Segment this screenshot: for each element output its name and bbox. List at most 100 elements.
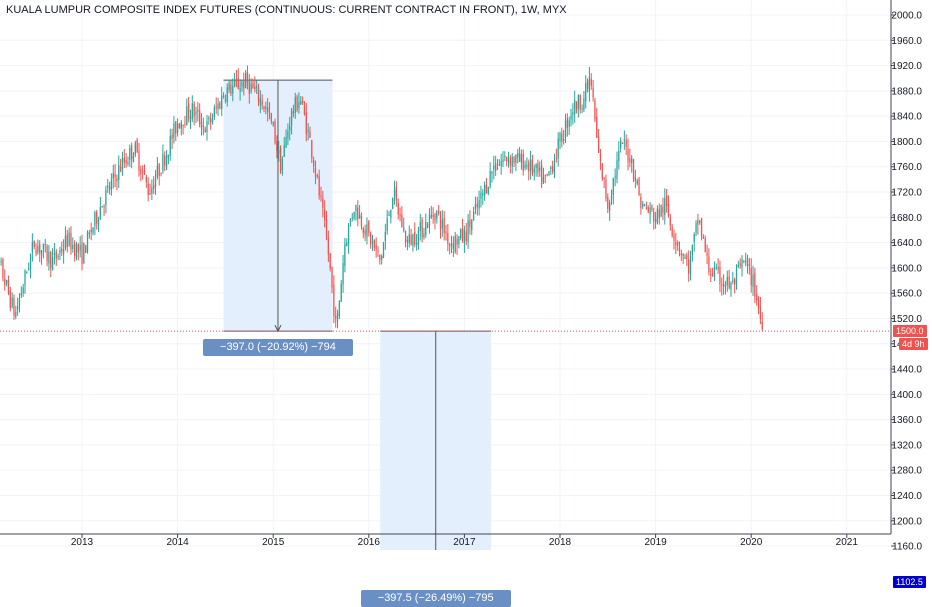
candle-body <box>132 156 135 163</box>
candle-body <box>719 266 721 284</box>
candle-body <box>210 118 212 123</box>
candle-body <box>404 230 407 243</box>
candle-body <box>745 260 747 262</box>
candle-body <box>15 311 17 317</box>
candle-body <box>614 176 616 178</box>
candle-body <box>417 230 420 245</box>
candle-body <box>241 82 243 87</box>
candle-body <box>154 178 157 187</box>
candle-body <box>208 117 210 120</box>
candle-body <box>579 94 581 110</box>
candle-body <box>688 259 690 274</box>
candle-body <box>620 140 622 149</box>
candle-body <box>357 207 359 220</box>
candle-body <box>340 283 342 302</box>
candle-body <box>447 232 449 244</box>
x-tick-label: 2013 <box>71 537 94 548</box>
candle-body <box>232 86 234 94</box>
candle-body <box>590 79 592 86</box>
candle-body <box>24 270 26 286</box>
candle-body <box>498 164 500 166</box>
candle-body <box>224 99 227 101</box>
y-tick-label: 1960.0 <box>891 36 922 47</box>
candle-body <box>278 149 280 154</box>
candle-body <box>535 163 537 169</box>
candle-body <box>197 109 199 112</box>
x-tick-label: 2020 <box>740 537 763 548</box>
measure-arrow-head <box>274 324 282 333</box>
candle-body <box>81 242 83 265</box>
candle-body <box>493 165 495 170</box>
candle-body <box>605 179 607 199</box>
candle-body <box>142 171 144 173</box>
candle-body <box>294 97 296 114</box>
candle-body <box>680 253 682 256</box>
candle-body <box>265 106 267 109</box>
candle-body <box>246 71 249 83</box>
chart-canvas[interactable]: 1040.01080.01120.01160.01200.01240.01280… <box>0 0 932 550</box>
candle-body <box>59 250 61 254</box>
candle-body <box>533 168 535 173</box>
candle-body <box>460 229 462 239</box>
candle-body <box>509 157 512 166</box>
candle-body <box>314 167 317 177</box>
candle-body <box>296 96 298 111</box>
candle-body <box>522 154 524 172</box>
candle-body <box>610 195 613 200</box>
candle-body <box>430 214 432 218</box>
candle-body <box>180 122 182 129</box>
candle-body <box>487 186 489 194</box>
y-tick-label: 1920.0 <box>891 61 922 72</box>
candle-body <box>90 229 92 233</box>
candle-body <box>77 243 79 253</box>
candle-body <box>371 241 374 243</box>
candle-body <box>449 244 451 246</box>
candle-body <box>305 112 307 135</box>
candle-body <box>37 246 39 253</box>
candle-body <box>734 279 736 285</box>
candle-body <box>175 121 177 134</box>
candle-body <box>474 204 477 209</box>
candle-body <box>162 154 164 171</box>
candle-body <box>469 219 471 228</box>
candle-body <box>673 234 675 241</box>
candle-body <box>355 204 357 212</box>
candle-body <box>392 197 394 209</box>
candle-body <box>588 77 591 92</box>
candle-body <box>213 107 216 118</box>
candle-body <box>483 184 486 196</box>
candle-body <box>368 221 370 233</box>
y-tick-label: 1720.0 <box>891 188 922 199</box>
candle-body <box>320 195 322 198</box>
candle-body <box>634 176 637 181</box>
measure-label-1[interactable]: −397.0 (−20.92%) −794 <box>202 339 353 357</box>
candle-body <box>96 212 98 224</box>
candle-body <box>599 153 602 161</box>
candle-body <box>539 167 541 171</box>
measure-label-2[interactable]: −397.5 (−26.49%) −795 <box>360 590 511 607</box>
candle-body <box>393 189 396 197</box>
candle-body <box>529 159 532 171</box>
candle-body <box>176 123 179 133</box>
candle-body <box>553 159 556 173</box>
candles <box>0 65 763 332</box>
candle-body <box>608 202 611 211</box>
candle-body <box>103 206 105 208</box>
candle-body <box>160 172 162 174</box>
candle-body <box>504 155 506 157</box>
candle-body <box>322 198 324 208</box>
candle-body <box>656 208 659 222</box>
y-tick-label: 1680.0 <box>891 213 922 224</box>
candle-body <box>434 214 436 221</box>
candle-body <box>353 211 355 219</box>
candle-body <box>118 165 120 180</box>
candle-body <box>243 80 245 89</box>
y-tick-label: 1600.0 <box>891 263 922 274</box>
y-tick-label: 1400.0 <box>891 390 922 401</box>
candle-body <box>555 157 557 159</box>
candle-body <box>636 180 638 184</box>
candle-body <box>318 175 320 196</box>
candle-body <box>735 269 738 284</box>
candle-body <box>401 214 403 228</box>
